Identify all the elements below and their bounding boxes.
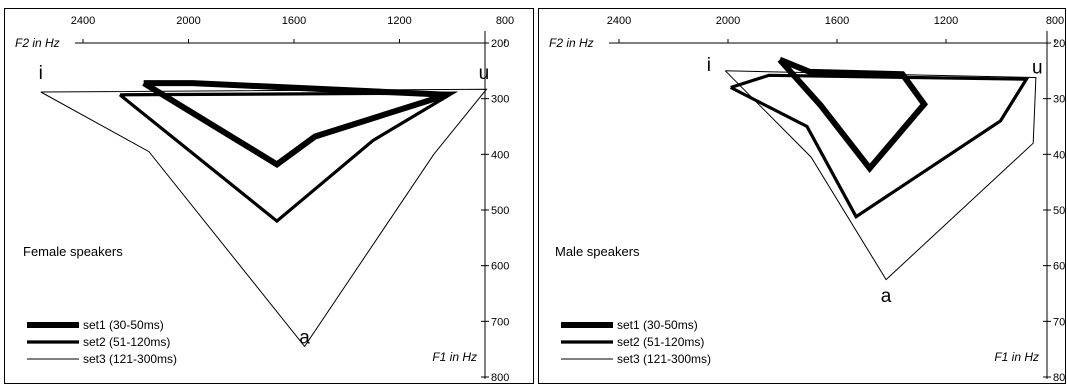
female-vowel-chart: 2400 2000 1600 1200 800 200 300 400 500 600 700 800… xyxy=(15,15,514,383)
male-vowel-label-i: i xyxy=(707,55,711,76)
male-y-tick-label: 700 xyxy=(1053,316,1065,328)
female-x-tick-label: 2400 xyxy=(71,15,95,27)
male-speakers-label: Male speakers xyxy=(555,244,640,259)
female-x-tick-label: 1200 xyxy=(387,15,411,27)
male-y-tick-label: 300 xyxy=(1053,94,1065,106)
female-y-axis-title: F1 in Hz xyxy=(432,350,477,364)
female-y-tick-label: 600 xyxy=(491,261,509,273)
female-series-set2-line xyxy=(118,91,459,224)
male-x-tick-label: 2400 xyxy=(607,15,631,27)
female-x-axis-title: F2 in Hz xyxy=(15,36,60,50)
male-x-tick-label: 800 xyxy=(1046,15,1064,27)
female-y-tick-label: 400 xyxy=(491,149,509,161)
female-y-tick-label: 800 xyxy=(491,372,509,383)
female-x-tick-label: 2000 xyxy=(176,15,200,27)
female-legend-label-set1: set1 (30-50ms) xyxy=(83,318,164,332)
female-y-tick-label: 200 xyxy=(491,38,509,50)
female-speakers-label: Female speakers xyxy=(23,244,123,259)
male-y-tick-label: 500 xyxy=(1053,205,1065,217)
male-series-set3-line xyxy=(724,70,1037,281)
female-x-tick-label: 1600 xyxy=(282,15,306,27)
female-y-tick-label: 500 xyxy=(491,205,509,217)
male-x-tick-label: 1200 xyxy=(934,15,958,27)
male-legend-label-set1: set1 (30-50ms) xyxy=(617,318,698,332)
male-vowel-label-a: a xyxy=(881,286,892,307)
male-legend-label-set2: set2 (51-120ms) xyxy=(617,335,704,349)
female-vowel-label-a: a xyxy=(299,328,310,349)
female-speakers-panel: 2400 2000 1600 1200 800 200 300 400 500 600 700 800… xyxy=(4,8,534,384)
female-y-tick-label: 300 xyxy=(491,94,509,106)
male-speakers-panel: 2400 2000 1600 1200 800 200 300 400 500 600 700 800… xyxy=(538,8,1066,384)
male-y-axis-title: F1 in Hz xyxy=(994,350,1039,364)
female-vowel-label-u: u xyxy=(479,63,490,84)
male-x-axis-title: F2 in Hz xyxy=(549,36,594,50)
male-series-set2-line xyxy=(729,73,1030,219)
female-legend-label-set3: set3 (121-300ms) xyxy=(83,352,177,366)
male-vowel-label-u: u xyxy=(1032,58,1043,79)
male-x-tick-label: 1600 xyxy=(825,15,849,27)
male-series-set1-line xyxy=(777,56,929,174)
male-y-tick-label: 400 xyxy=(1053,149,1065,161)
female-legend-label-set2: set2 (51-120ms) xyxy=(83,335,170,349)
female-y-tick-label: 700 xyxy=(491,316,509,328)
female-x-tick-label: 800 xyxy=(496,15,514,27)
male-y-tick-label: 600 xyxy=(1053,261,1065,273)
female-series-set1-line xyxy=(142,80,448,169)
female-vowel-label-i: i xyxy=(39,63,43,84)
female-series-set3-line xyxy=(40,88,488,348)
male-y-tick-label: 200 xyxy=(1053,38,1065,50)
male-y-tick-label: 800 xyxy=(1053,372,1065,383)
male-x-tick-label: 2000 xyxy=(716,15,740,27)
male-vowel-chart: 2400 2000 1600 1200 800 200 300 400 500 600 700 800… xyxy=(549,15,1065,383)
male-legend-label-set3: set3 (121-300ms) xyxy=(617,352,711,366)
